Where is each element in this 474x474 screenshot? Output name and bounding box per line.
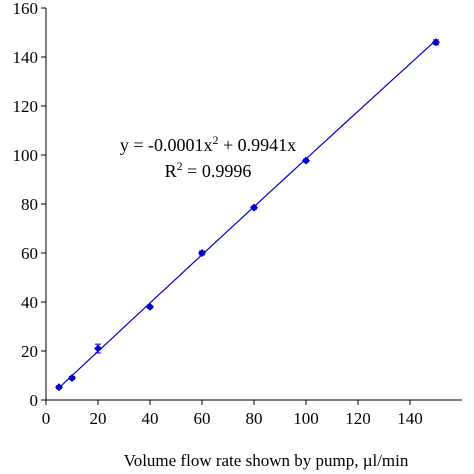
x-tick-label: 0	[42, 409, 51, 428]
axis-ticks: 0 20 40 60 80 100 120 140 0 20 40 60 80 100 120 140 160	[13, 0, 423, 428]
x-tick-label: 120	[345, 409, 371, 428]
x-tick-label: 20	[90, 409, 107, 428]
y-tick-label: 140	[13, 48, 39, 67]
y-tick-label: 0	[30, 391, 39, 410]
data-point-marker	[302, 156, 310, 165]
trendline-equation: y = -0.0001x2 + 0.9941x	[120, 133, 296, 155]
trendline	[58, 39, 437, 389]
y-tick-label: 160	[13, 0, 39, 18]
x-tick-label: 40	[142, 409, 159, 428]
plot-marks	[55, 38, 440, 392]
y-tick-label: 60	[21, 244, 38, 263]
r-squared-annotation: R2 = 0.9996	[165, 159, 252, 181]
data-point-group	[250, 203, 258, 212]
data-point-marker	[198, 249, 206, 257]
data-point-group	[146, 302, 154, 311]
data-point-marker	[68, 373, 76, 382]
x-tick-label: 100	[293, 409, 319, 428]
data-point-group	[55, 383, 63, 392]
x-tick-label: 60	[194, 409, 211, 428]
data-point-group	[94, 343, 102, 354]
y-tick-label: 20	[21, 342, 38, 361]
y-tick-label: 100	[13, 146, 39, 165]
data-point-marker	[94, 344, 102, 353]
y-tick-label: 40	[21, 293, 38, 312]
data-point-marker	[432, 38, 440, 47]
x-tick-label: 80	[246, 409, 263, 428]
data-point-marker	[250, 203, 258, 212]
x-tick-label: 140	[397, 409, 423, 428]
data-point-group	[432, 38, 440, 47]
x-axis-label: Volume flow rate shown by pump, µl/min	[124, 451, 409, 470]
data-point-group	[198, 249, 206, 257]
data-point-group	[68, 373, 76, 382]
data-point-group	[302, 156, 310, 165]
y-tick-label: 80	[21, 195, 38, 214]
data-point-marker	[146, 302, 154, 311]
data-point-marker	[55, 383, 63, 392]
y-tick-label: 120	[13, 97, 39, 116]
